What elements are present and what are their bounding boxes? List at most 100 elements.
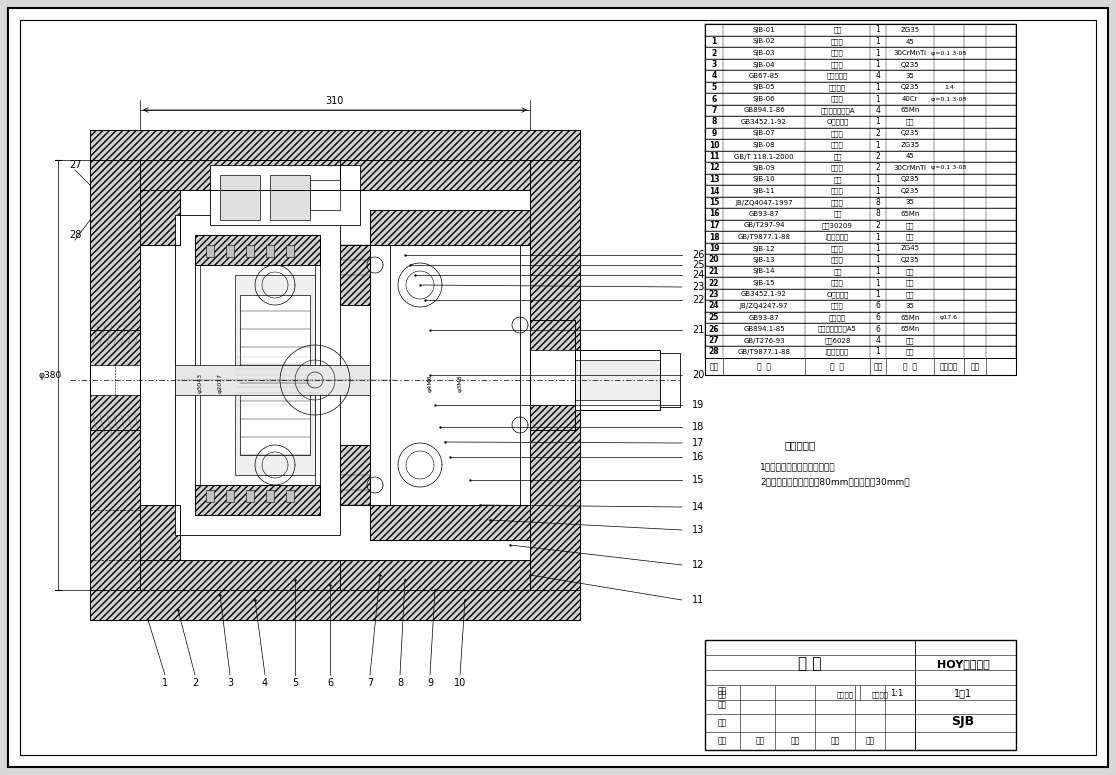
Bar <box>140 160 340 190</box>
Text: 65Mn: 65Mn <box>901 211 920 217</box>
Text: SJB-05: SJB-05 <box>753 84 776 91</box>
Bar <box>140 560 340 590</box>
Text: 22: 22 <box>709 278 719 288</box>
Text: 8: 8 <box>876 209 881 219</box>
Text: 65Mn: 65Mn <box>901 326 920 332</box>
Bar <box>206 245 214 257</box>
Text: 310: 310 <box>326 96 344 106</box>
Bar <box>90 330 140 430</box>
Text: 轴承30209: 轴承30209 <box>822 222 853 229</box>
Text: 1: 1 <box>876 347 881 356</box>
Text: 9: 9 <box>711 129 716 138</box>
Bar <box>371 210 530 540</box>
Text: 1、按通用液压技术条件装配。: 1、按通用液压技术条件装配。 <box>760 462 836 471</box>
Bar <box>206 490 214 502</box>
Text: 油圈: 油圈 <box>834 268 841 275</box>
Text: 6: 6 <box>711 95 716 104</box>
Text: 组件: 组件 <box>906 268 914 275</box>
Text: 13: 13 <box>692 525 704 535</box>
Text: ZG45: ZG45 <box>901 246 920 252</box>
Text: 27: 27 <box>709 336 720 345</box>
Bar <box>705 47 1016 59</box>
Text: 20: 20 <box>709 256 719 264</box>
Text: Q235: Q235 <box>901 84 920 91</box>
Text: GB/T276-93: GB/T276-93 <box>743 337 785 343</box>
Text: 15: 15 <box>692 475 704 485</box>
Text: GB/T9877.1-88: GB/T9877.1-88 <box>738 234 790 240</box>
Text: 轴承盖: 轴承盖 <box>831 188 844 195</box>
Bar <box>705 36 1016 47</box>
Text: SJB-10: SJB-10 <box>752 177 776 182</box>
Text: 23: 23 <box>692 282 704 292</box>
Text: 阀盖套: 阀盖套 <box>831 130 844 137</box>
Text: GB/T297-94: GB/T297-94 <box>743 222 785 229</box>
Text: 1: 1 <box>876 140 881 150</box>
Text: 审核: 审核 <box>718 701 727 709</box>
Text: 12: 12 <box>692 560 704 570</box>
Bar <box>340 560 530 590</box>
Text: 19: 19 <box>692 400 704 410</box>
Bar <box>705 289 1016 300</box>
Text: 拟制: 拟制 <box>756 736 764 746</box>
Text: 描图: 描图 <box>718 736 727 746</box>
Text: 前风油标: 前风油标 <box>829 84 846 91</box>
Text: 28: 28 <box>709 347 720 356</box>
Bar <box>705 243 1016 254</box>
Text: 14: 14 <box>692 502 704 512</box>
Text: 27: 27 <box>69 160 81 170</box>
Text: 3: 3 <box>227 678 233 688</box>
Bar <box>705 346 1016 358</box>
Text: SJB-04: SJB-04 <box>753 61 776 67</box>
Text: 22: 22 <box>692 295 704 305</box>
Text: 21: 21 <box>709 267 719 276</box>
Bar <box>705 312 1016 323</box>
Text: 9: 9 <box>427 678 433 688</box>
Text: 16: 16 <box>709 209 719 219</box>
Bar <box>371 210 530 245</box>
Bar <box>705 300 1016 312</box>
Text: Q235: Q235 <box>901 177 920 182</box>
Text: 1: 1 <box>876 49 881 57</box>
Text: GB3452.1-92: GB3452.1-92 <box>741 119 787 125</box>
Text: SJB-01: SJB-01 <box>752 27 776 33</box>
Bar <box>530 160 580 590</box>
Bar <box>530 320 575 430</box>
Bar <box>140 505 180 560</box>
Text: 13: 13 <box>709 175 719 184</box>
Bar <box>371 505 530 540</box>
Text: 工艺: 工艺 <box>718 687 727 695</box>
Text: 35: 35 <box>905 199 914 205</box>
Bar <box>340 445 371 505</box>
Text: 技术要求：: 技术要求： <box>785 440 816 450</box>
Text: 共张: 共张 <box>830 736 839 746</box>
Text: 8: 8 <box>876 198 881 207</box>
Text: 11: 11 <box>709 152 719 161</box>
Bar <box>389 245 520 505</box>
Text: JB/ZQ4247-97: JB/ZQ4247-97 <box>740 303 788 309</box>
Bar <box>340 160 530 190</box>
Text: 6: 6 <box>876 325 881 333</box>
Text: 2: 2 <box>876 221 881 230</box>
Text: 7: 7 <box>367 678 373 688</box>
Bar <box>371 505 530 540</box>
Bar <box>140 505 180 560</box>
Bar <box>195 485 320 515</box>
Text: φ3043: φ3043 <box>198 373 202 393</box>
Text: 内齿圈: 内齿圈 <box>831 95 844 102</box>
Text: GB/T9877.1-88: GB/T9877.1-88 <box>738 349 790 355</box>
Text: 17: 17 <box>709 221 720 230</box>
Text: 17: 17 <box>692 438 704 448</box>
Text: 零件总量: 零件总量 <box>940 362 959 371</box>
Text: φ=0.1 3-08: φ=0.1 3-08 <box>932 166 966 170</box>
Bar <box>530 160 580 590</box>
Bar <box>246 245 254 257</box>
Text: 第张: 第张 <box>865 736 875 746</box>
Text: 材  料: 材 料 <box>903 362 917 371</box>
Bar <box>705 116 1016 128</box>
Bar <box>140 560 340 590</box>
Bar <box>705 358 1016 375</box>
Bar <box>705 24 1016 36</box>
Text: GB894.1-85: GB894.1-85 <box>743 326 785 332</box>
Bar <box>371 210 530 245</box>
Text: 10: 10 <box>454 678 466 688</box>
